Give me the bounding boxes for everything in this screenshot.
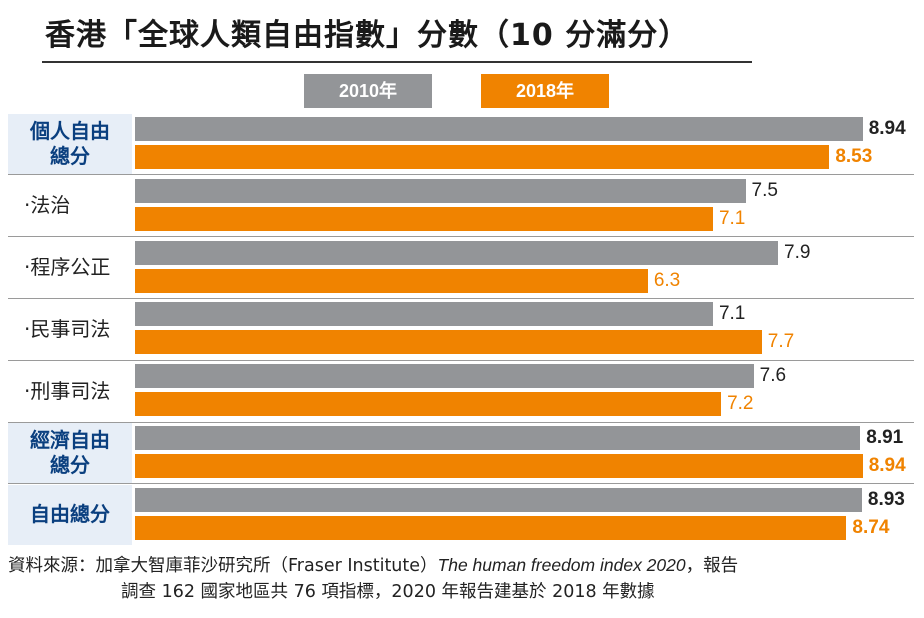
bar-2010 [135, 302, 713, 327]
category-label-line: 經濟自由 [30, 427, 110, 452]
bar-2018 [135, 454, 863, 478]
legend-2010: 2010年 [304, 74, 432, 108]
category-label-line: ‧民事司法 [24, 316, 111, 341]
source-suffix: ，報告 [685, 556, 739, 576]
category-label-line: 總分 [50, 143, 90, 168]
category-label: ‧刑事司法 [8, 361, 132, 421]
bar-2010 [135, 240, 779, 265]
data-label: 8.91 [866, 427, 904, 448]
category-label-line: ‧法治 [24, 193, 71, 218]
bar-2010 [135, 117, 863, 141]
category-label-line: 自由總分 [30, 502, 110, 527]
bar-2018 [135, 392, 722, 417]
data-label: 7.5 [751, 179, 778, 201]
data-label: 7.7 [767, 331, 795, 353]
bar-2010 [135, 487, 862, 512]
row-separator [8, 236, 914, 238]
category-label: ‧程序公正 [8, 238, 132, 298]
category-label-line: 個人自由 [30, 118, 110, 143]
bar-2010 [135, 178, 746, 203]
data-label: 7.1 [718, 207, 746, 229]
bar-2010 [135, 426, 861, 450]
source-line-2: 調查 162 國家地區共 76 項指標，2020 年報告建基於 2018 年數據 [121, 582, 655, 602]
bar-2018 [135, 330, 762, 355]
data-label: 7.6 [759, 365, 787, 387]
category-label: 自由總分 [8, 484, 132, 545]
category-label-text: 自由總分 [30, 502, 110, 527]
row-separator [8, 483, 914, 485]
category-label-text: ‧民事司法 [24, 317, 110, 342]
data-label: 7.1 [718, 303, 746, 325]
category-label-text: ‧法治 [24, 193, 70, 218]
source-line-1: 資料來源：加拿大智庫菲沙研究所（Fraser Institute）The hum… [8, 552, 918, 579]
category-label: 經濟自由 總分 [8, 423, 132, 483]
category-label-text: 經濟自由 總分 [30, 428, 110, 478]
title-underline [42, 61, 752, 63]
category-label-line: 總分 [50, 452, 90, 477]
data-label: 8.53 [835, 146, 873, 167]
row-separator [8, 174, 914, 176]
data-label: 8.74 [852, 516, 890, 538]
data-label: 7.2 [727, 393, 754, 415]
data-label: 8.94 [868, 455, 906, 476]
category-label-text: ‧程序公正 [24, 255, 110, 280]
source-note: 資料來源：加拿大智庫菲沙研究所（Fraser Institute）The hum… [8, 552, 918, 605]
bar-2018 [135, 268, 648, 293]
category-label: 個人自由 總分 [8, 114, 132, 174]
data-label: 7.9 [784, 241, 811, 263]
chart-title: 香港「全球人類自由指數」分數（10 分滿分） [45, 18, 690, 53]
category-label-line: ‧程序公正 [24, 254, 111, 279]
bar-2018 [135, 515, 847, 540]
bar-2010 [135, 364, 754, 389]
category-label-line: ‧刑事司法 [24, 378, 111, 403]
data-label: 8.93 [867, 488, 905, 510]
data-label: 8.94 [868, 118, 906, 139]
row-separator [8, 359, 914, 361]
row-separator [8, 421, 914, 423]
bar-2018 [135, 145, 830, 169]
source-prefix: 資料來源：加拿大智庫菲沙研究所（Fraser Institute） [8, 556, 438, 576]
data-label: 6.3 [653, 269, 681, 291]
category-label: ‧法治 [8, 176, 132, 236]
bar-2018 [135, 206, 713, 231]
legend-2018: 2018年 [481, 74, 609, 108]
row-separator [8, 297, 914, 299]
category-label-text: 個人自由 總分 [30, 119, 110, 169]
category-label: ‧民事司法 [8, 299, 132, 359]
source-report-title: The human freedom index 2020 [437, 555, 686, 575]
category-label-text: ‧刑事司法 [24, 379, 110, 404]
